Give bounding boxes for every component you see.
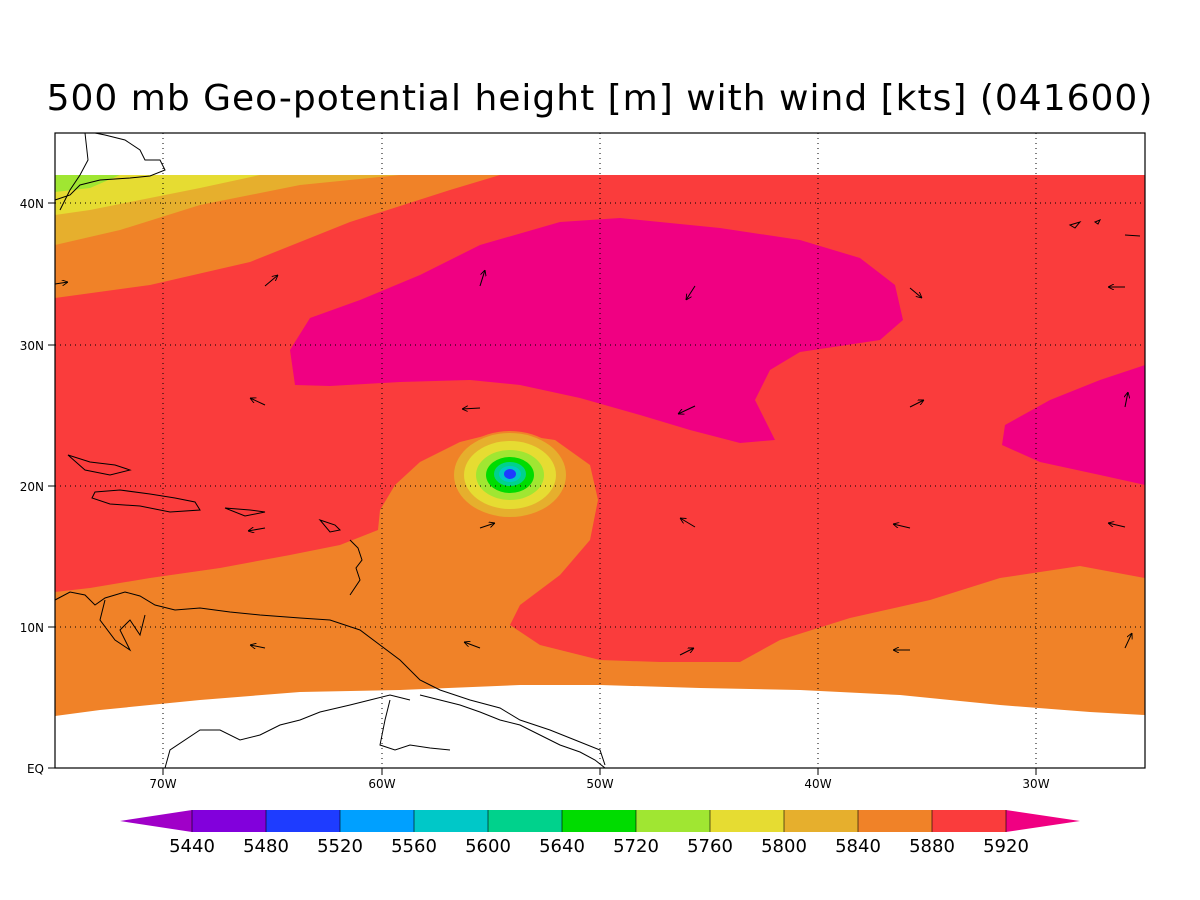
lat-label-40n: 40N — [20, 197, 44, 211]
colorbar-label: 5920 — [983, 836, 1029, 857]
colorbar-label: 5760 — [687, 836, 733, 857]
colorbar-over-triangle — [1006, 810, 1080, 832]
colorbar-swatch — [266, 810, 340, 832]
axis-ticks — [48, 202, 1037, 775]
height-field — [55, 175, 1145, 716]
colorbar-label: 5560 — [391, 836, 437, 857]
gridlines — [55, 133, 1145, 768]
colorbar-swatch — [562, 810, 636, 832]
contour-5960-east — [1002, 365, 1145, 485]
colorbar-label: 5800 — [761, 836, 807, 857]
lon-label-50w: 50W — [586, 777, 613, 791]
coastlines — [54, 132, 1141, 769]
lon-label-30w: 30W — [1022, 777, 1049, 791]
colorbar-swatch — [636, 810, 710, 832]
wind-vectors — [54, 270, 1132, 656]
lon-label-60w: 60W — [368, 777, 395, 791]
colorbar-label: 5480 — [243, 836, 289, 857]
lat-label-eq: EQ — [27, 762, 44, 776]
colorbar-label: 5720 — [613, 836, 659, 857]
colorbar-swatch — [932, 810, 1006, 832]
colorbar-under-triangle — [120, 810, 192, 832]
colorbar-swatch — [784, 810, 858, 832]
colorbar-label: 5640 — [539, 836, 585, 857]
chart-title: 500 mb Geo-potential height [m] with win… — [46, 78, 1154, 119]
colorbar-label: 5840 — [835, 836, 881, 857]
contour-5960-north — [290, 218, 903, 443]
lat-label-20n: 20N — [20, 480, 44, 494]
contour-5520-ring — [504, 469, 516, 479]
lon-label-40w: 40W — [804, 777, 831, 791]
contour-5800 — [55, 175, 260, 215]
colorbar-swatch — [710, 810, 784, 832]
colorbar-swatch — [340, 810, 414, 832]
lat-label-10n: 10N — [20, 621, 44, 635]
colorbar-label: 5440 — [169, 836, 215, 857]
colorbar-label: 5520 — [317, 836, 363, 857]
colorbar: 5440 5480 5520 5560 5600 5640 5720 5760 5800 5840… — [120, 810, 1080, 857]
colorbar-swatch — [858, 810, 932, 832]
colorbar-label: 5600 — [465, 836, 511, 857]
lon-label-70w: 70W — [149, 777, 176, 791]
colorbar-swatch — [414, 810, 488, 832]
colorbar-swatch — [192, 810, 266, 832]
lat-label-30n: 30N — [20, 339, 44, 353]
colorbar-swatch — [488, 810, 562, 832]
colorbar-label: 5880 — [909, 836, 955, 857]
